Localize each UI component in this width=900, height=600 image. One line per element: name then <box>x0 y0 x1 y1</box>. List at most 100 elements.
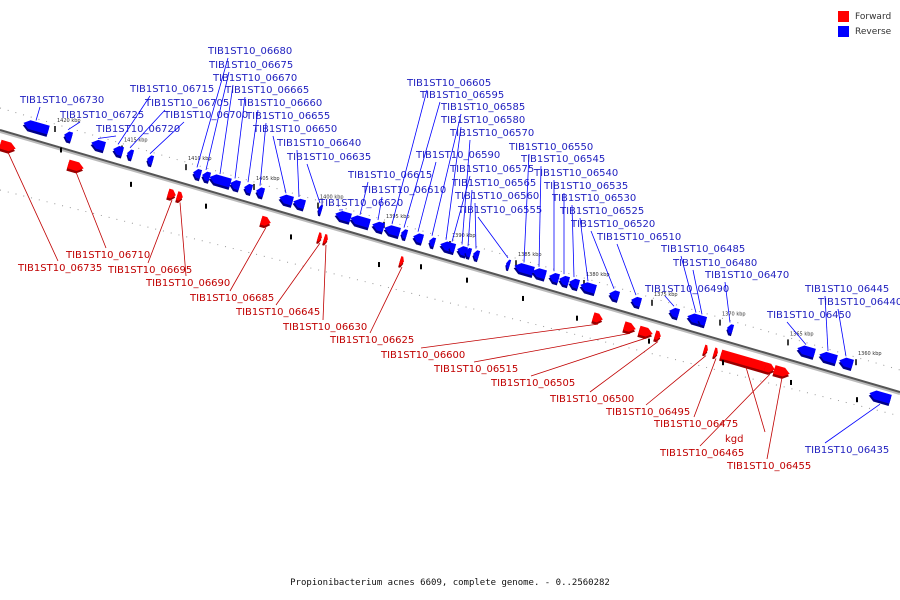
forward-gene-arrow <box>763 362 775 375</box>
gene-arrow <box>549 272 561 283</box>
reverse-gene-label-tib1st10-06585: TIB1ST10_06585 <box>440 102 525 113</box>
forward-gene-label-tib1st10-06600: TIB1ST10_06600 <box>380 350 465 361</box>
scale-tick-label: 1365 kbp <box>790 331 814 337</box>
reverse-gene-leader <box>477 216 509 259</box>
reverse-gene-arrow <box>349 215 371 231</box>
reverse-gene-arrow <box>796 345 816 360</box>
reverse-gene-label-tib1st10-06590: TIB1ST10_06590 <box>415 150 500 161</box>
forward-gene-label-tib1st10-06630: TIB1ST10_06630 <box>282 322 367 333</box>
reverse-gene-leader <box>590 230 615 289</box>
forward-gene-arrow <box>175 191 183 204</box>
feature-mark <box>205 203 207 209</box>
reverse-gene-leader <box>306 163 321 204</box>
reverse-gene-arrow <box>229 180 242 193</box>
reverse-gene-leader <box>67 121 81 131</box>
gene-arrow <box>166 188 176 199</box>
reverse-gene-leader <box>205 71 230 171</box>
forward-gene-label-kgd: kgd <box>725 434 744 445</box>
reverse-gene-leader <box>616 243 637 296</box>
reverse-gene-label-tib1st10-06720: TIB1ST10_06720 <box>95 124 180 135</box>
forward-gene-leader <box>693 358 717 418</box>
reverse-gene-leader <box>474 202 477 249</box>
forward-gene-label-tib1st10-06475: TIB1ST10_06475 <box>653 419 738 430</box>
reverse-gene-leader <box>579 217 589 282</box>
reverse-gene-label-tib1st10-06660: TIB1ST10_06660 <box>237 98 322 109</box>
feature-mark <box>722 360 724 366</box>
scale-tick-label: 1400 kbp <box>320 195 344 201</box>
forward-gene-arrow <box>622 321 636 335</box>
feature-mark <box>522 295 524 301</box>
reverse-gene-label-tib1st10-06470: TIB1ST10_06470 <box>704 270 789 281</box>
gene-arrow <box>609 290 621 301</box>
reverse-gene-leader <box>272 135 287 194</box>
reverse-gene-label-tib1st10-06580: TIB1ST10_06580 <box>440 115 525 126</box>
reverse-gene-label-tib1st10-06450: TIB1ST10_06450 <box>766 310 851 321</box>
reverse-gene-label-tib1st10-06480: TIB1ST10_06480 <box>672 258 757 269</box>
guide-line-lower <box>0 189 900 417</box>
reverse-gene-arrow <box>192 169 203 182</box>
forward-gene-leader <box>530 337 647 377</box>
reverse-gene-arrow <box>568 278 581 292</box>
reverse-gene-label-tib1st10-06635: TIB1ST10_06635 <box>286 152 371 163</box>
forward-gene-arrow <box>653 330 661 343</box>
reverse-gene-label-tib1st10-06560: TIB1ST10_06560 <box>454 191 539 202</box>
forward-gene-arrow <box>66 159 84 174</box>
reverse-gene-arrow <box>400 229 409 242</box>
gene-arrow <box>0 139 16 152</box>
reverse-gene-leader <box>837 308 847 357</box>
reverse-gene-leader <box>786 321 807 345</box>
reverse-gene-leader <box>403 101 441 228</box>
forward-gene-arrow <box>772 365 790 379</box>
gene-arrow <box>113 146 125 157</box>
reverse-gene-leader <box>824 403 881 444</box>
gene-arrow <box>335 210 352 223</box>
forward-gene-leader <box>322 244 327 321</box>
forward-gene-label-tib1st10-06645: TIB1ST10_06645 <box>235 307 320 318</box>
feature-mark <box>130 181 132 187</box>
reverse-gene-label-tib1st10-06725: TIB1ST10_06725 <box>59 110 144 121</box>
legend-reverse: Reverse <box>838 24 891 39</box>
gene-arrow <box>638 325 653 337</box>
reverse-gene-leader <box>523 153 530 263</box>
reverse-gene-arrow <box>146 155 155 168</box>
gene-arrow <box>67 159 84 172</box>
reverse-gene-label-tib1st10-06530: TIB1ST10_06530 <box>551 193 636 204</box>
forward-swatch <box>838 11 849 22</box>
reverse-gene-label-tib1st10-06445: TIB1ST10_06445 <box>804 284 889 295</box>
forward-gene-arrow <box>322 234 328 246</box>
forward-gene-label-tib1st10-06710: TIB1ST10_06710 <box>65 250 150 261</box>
gene-arrow <box>465 247 473 258</box>
reverse-gene-arrow <box>255 187 266 200</box>
backbone-line <box>0 129 900 393</box>
gene-arrow <box>202 171 212 182</box>
reverse-gene-leader <box>129 109 166 149</box>
scale-tick-label: 1410 kbp <box>188 156 212 162</box>
reverse-gene-arrow <box>697 316 708 329</box>
feature-mark <box>378 262 380 268</box>
forward-gene-arrow <box>166 188 176 201</box>
reverse-gene-arrow <box>579 282 597 297</box>
reverse-gene-arrow <box>371 221 386 235</box>
reverse-gene-leader <box>680 255 697 313</box>
gene-arrow <box>591 312 603 323</box>
reverse-gene-label-tib1st10-06615: TIB1ST10_06615 <box>347 170 432 181</box>
forward-gene-label-tib1st10-06505: TIB1ST10_06505 <box>490 378 575 389</box>
gene-arrow <box>514 263 535 276</box>
forward-gene-label-tib1st10-06625: TIB1ST10_06625 <box>329 335 414 346</box>
gene-arrow <box>413 233 425 244</box>
feature-mark <box>856 397 858 403</box>
feature-mark <box>60 147 62 153</box>
reverse-gene-leader <box>664 295 675 307</box>
reverse-gene-arrow <box>513 263 535 279</box>
reverse-gene-leader <box>417 161 437 232</box>
reverse-gene-arrow <box>448 243 457 256</box>
forward-gene-label-tib1st10-06695: TIB1ST10_06695 <box>107 265 192 276</box>
gene-arrow <box>669 307 681 318</box>
reverse-gene-label-tib1st10-06565: TIB1ST10_06565 <box>451 178 536 189</box>
reverse-gene-label-tib1st10-06435: TIB1ST10_06435 <box>804 445 889 456</box>
forward-gene-leader <box>75 171 107 249</box>
reverse-gene-arrow <box>278 194 294 208</box>
gene-arrow <box>869 390 892 404</box>
reverse-gene-label-tib1st10-06545: TIB1ST10_06545 <box>520 154 605 165</box>
